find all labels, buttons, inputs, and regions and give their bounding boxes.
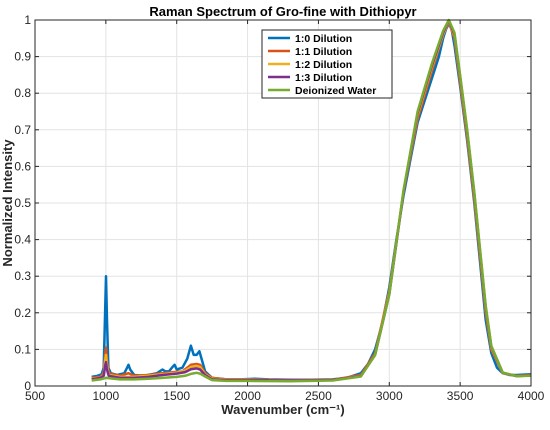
y-tick-label: 0 [24, 379, 31, 393]
chart-title: Raman Spectrum of Gro-fine with Dithiopy… [149, 4, 416, 19]
legend-label-2: 1:1 Dilution [295, 46, 352, 58]
legend-label-4: 1:3 Dilution [295, 72, 352, 84]
x-tick-label: 3000 [376, 389, 403, 403]
y-tick-label: 0.6 [14, 159, 31, 173]
x-axis-label: Wavenumber (cm⁻¹) [221, 402, 344, 417]
x-axis: 500 1000 1500 2000 2500 3000 3500 4000 [25, 20, 545, 403]
x-tick-label: 1000 [93, 389, 120, 403]
x-tick-label: 4000 [518, 389, 545, 403]
y-axis: 0 0.1 0.2 0.3 0.4 0.5 0.6 0.7 0.8 0.9 1 [14, 13, 531, 393]
y-tick-label: 1 [24, 13, 31, 27]
y-tick-label: 0.5 [14, 196, 31, 210]
y-tick-label: 0.8 [14, 86, 31, 100]
legend-label-5: Deionized Water [295, 85, 376, 97]
y-tick-label: 0.4 [14, 233, 31, 247]
x-tick-label: 2500 [305, 389, 332, 403]
y-tick-label: 0.3 [14, 269, 31, 283]
x-tick-label: 1500 [163, 389, 190, 403]
y-tick-label: 0.2 [14, 306, 31, 320]
series-line-5 [91, 18, 532, 383]
y-tick-label: 0.1 [14, 342, 31, 356]
legend-label-3: 1:2 Dilution [295, 59, 352, 71]
x-tick-label: 2000 [234, 389, 261, 403]
x-tick-label: 500 [25, 389, 45, 403]
series-layer [91, 18, 532, 383]
legend-label-1: 1:0 Dilution [295, 33, 352, 45]
x-tick-label: 3500 [447, 389, 474, 403]
y-axis-label: Normalized Intensity [0, 139, 15, 267]
y-tick-label: 0.9 [14, 50, 31, 64]
y-tick-label: 0.7 [14, 123, 31, 137]
